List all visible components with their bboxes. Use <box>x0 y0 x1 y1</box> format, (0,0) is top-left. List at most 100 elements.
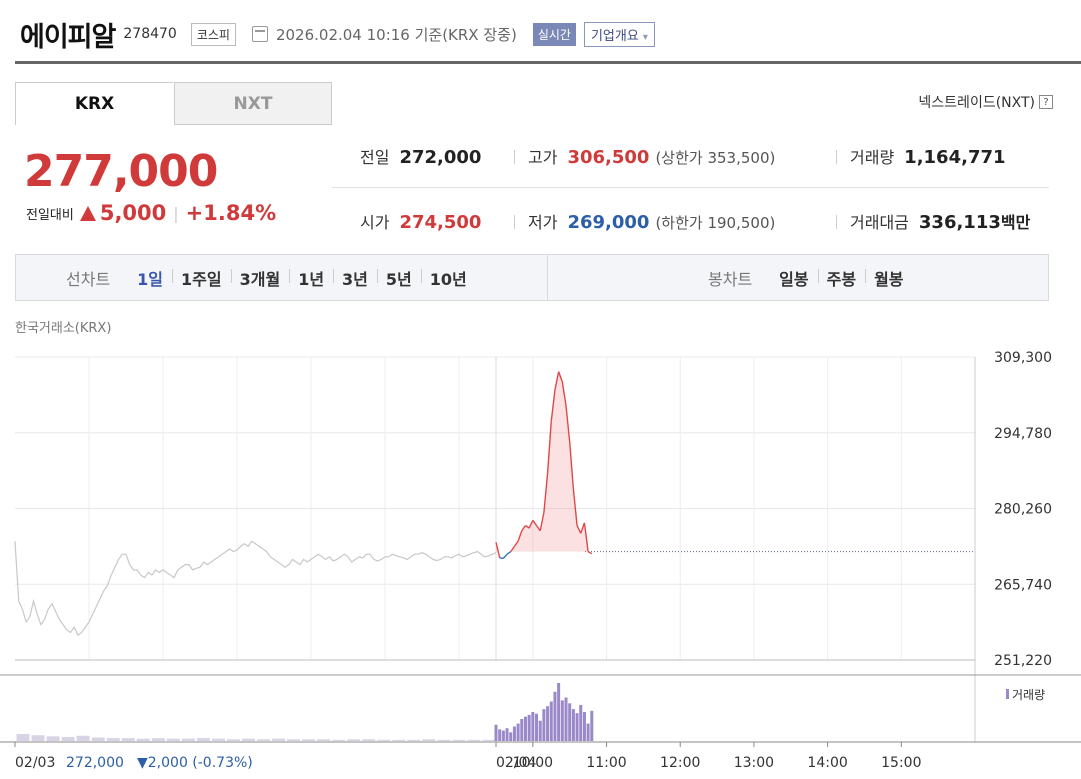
period-10y[interactable]: 10년 <box>420 266 476 290</box>
period-3y[interactable]: 3년 <box>333 266 377 290</box>
volume-bar <box>392 739 406 741</box>
chevron-down-icon: ▾ <box>642 31 648 43</box>
stock-name: 에이피알 <box>20 21 116 53</box>
calendar-icon <box>251 26 268 42</box>
volume-bar <box>535 713 539 741</box>
intraday-segment <box>546 421 552 474</box>
volume-bar <box>501 730 505 741</box>
period-5y[interactable]: 5년 <box>376 266 421 290</box>
x-tick-label: 10:00 <box>513 755 553 771</box>
change-amount: 5,000 <box>99 201 167 225</box>
prev-day-change: ▼2,000 (-0.73%) <box>137 755 253 771</box>
volume-bar <box>575 713 579 741</box>
volume-bar <box>91 737 105 741</box>
company-overview-label: 기업개요 <box>590 28 639 44</box>
volume-bar <box>31 735 45 741</box>
x-tick-label: 13:00 <box>734 755 774 771</box>
quote-datetime: 2026.02.04 10:16 기준(KRX 장중) <box>275 25 517 44</box>
volume-bar <box>332 739 346 741</box>
volume-bar <box>482 739 496 741</box>
intraday-segment <box>580 522 586 534</box>
period-1w[interactable]: 1주일 <box>172 266 231 290</box>
volume-bar <box>512 726 516 741</box>
stat-unit: 백만 <box>1000 213 1031 232</box>
volume-bar <box>272 738 286 741</box>
volume-bar <box>121 738 135 741</box>
intraday-segment <box>502 553 508 559</box>
stat-value: 274,500 <box>399 212 482 233</box>
stat-value: 272,000 <box>399 147 482 168</box>
intraday-segment <box>572 488 578 526</box>
volume-bar <box>546 706 550 741</box>
company-overview-dropdown[interactable]: 기업개요 ▾ <box>583 21 655 47</box>
volume-legend: 거래량 <box>1012 688 1045 702</box>
volume-bar <box>505 728 509 741</box>
period-divider <box>547 255 548 300</box>
volume-bar <box>452 739 466 741</box>
candle-daily[interactable]: 일봉 <box>779 269 809 289</box>
volume-bar <box>538 720 542 741</box>
help-icon[interactable]: ? <box>1039 95 1053 109</box>
period-3m[interactable]: 3개월 <box>230 266 290 290</box>
realtime-button[interactable]: 실시간 <box>532 22 576 46</box>
volume-bar <box>46 736 60 741</box>
candle-monthly[interactable]: 월봉 <box>865 266 912 290</box>
stat-divider <box>836 150 837 164</box>
volume-bar <box>553 691 557 741</box>
volume-bar <box>16 734 30 741</box>
intraday-segment <box>565 405 571 443</box>
stat-prev-close: 전일 272,000 <box>360 144 481 168</box>
prev-day-close: 272,000 <box>66 755 124 771</box>
intraday-segment <box>513 540 519 547</box>
intraday-segment <box>568 441 575 490</box>
stats-divider <box>332 187 1049 188</box>
change-separator: | <box>173 203 179 223</box>
y-tick-label: 251,220 <box>994 653 1052 669</box>
chart-series <box>14 371 975 741</box>
intraday-segment <box>495 542 501 559</box>
stat-low: 저가 269,000 (하한가 190,500) <box>528 209 775 233</box>
stock-header: 에이피알 278470 코스피 2026.02.04 10:16 기준(KRX … <box>20 14 655 54</box>
intraday-segment <box>557 371 563 383</box>
volume-bar <box>317 739 331 741</box>
intraday-segment <box>506 551 512 555</box>
volume-bar <box>422 739 436 741</box>
intraday-segment <box>576 525 582 534</box>
x-tick-label: 02/04 <box>496 755 536 771</box>
line-chart-periods: 선차트 1일 1주일 3개월 1년 3년 5년 10년 <box>66 255 476 300</box>
period-1y[interactable]: 1년 <box>289 266 333 290</box>
intraday-segment <box>587 550 593 555</box>
tab-nxt[interactable]: NXT <box>174 82 332 125</box>
volume-bar <box>509 732 513 741</box>
volume-bar <box>498 729 502 741</box>
stat-label: 저가 <box>528 213 558 232</box>
volume-bar <box>542 709 546 741</box>
y-tick-label: 280,260 <box>994 502 1052 518</box>
line-chart-title: 선차트 <box>66 269 111 289</box>
volume-bar <box>136 738 150 741</box>
stat-open: 시가 274,500 <box>360 209 481 233</box>
volume-bar <box>494 724 498 741</box>
volume-bar <box>579 705 583 741</box>
period-1d[interactable]: 1일 <box>137 269 164 289</box>
stat-divider <box>514 215 515 229</box>
volume-bar <box>564 697 568 741</box>
market-badge: 코스피 <box>190 22 236 46</box>
volume-bar <box>527 714 531 741</box>
intraday-segment <box>554 371 560 391</box>
lower-limit: (하한가 190,500) <box>655 214 776 232</box>
intraday-segment <box>535 525 541 532</box>
volume-bar <box>549 701 553 741</box>
intraday-segment <box>525 524 530 529</box>
intraday-segment <box>539 512 545 531</box>
x-tick-label: 14:00 <box>807 755 847 771</box>
x-tick-label: 11:00 <box>586 755 626 771</box>
candle-weekly[interactable]: 주봉 <box>817 266 865 290</box>
price-chart[interactable]: 309,300 294,780 280,260 265,740 251,220 거래량 02… <box>0 340 1081 779</box>
candle-chart-title: 봉차트 <box>708 269 753 289</box>
nextrade-link[interactable]: 넥스트레이드(NXT) ? <box>918 92 1053 112</box>
stat-volume: 거래량 1,164,771 <box>850 144 1006 168</box>
tab-krx[interactable]: KRX <box>15 82 173 125</box>
stat-label: 고가 <box>528 148 558 167</box>
prev-day-line <box>14 540 497 636</box>
